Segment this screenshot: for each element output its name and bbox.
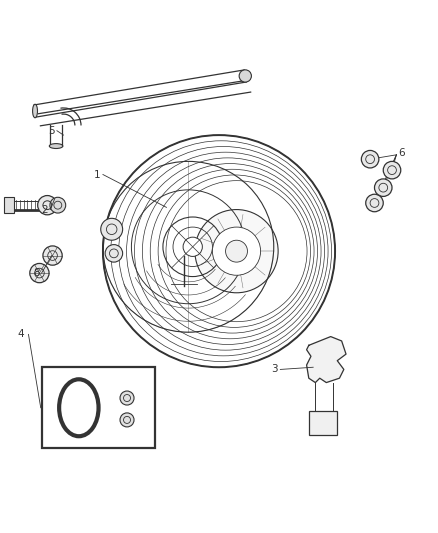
- Text: 8: 8: [33, 268, 39, 278]
- Circle shape: [226, 240, 247, 262]
- Text: 6: 6: [399, 148, 405, 158]
- Circle shape: [30, 263, 49, 282]
- Circle shape: [383, 161, 401, 179]
- Circle shape: [120, 391, 134, 405]
- Circle shape: [101, 219, 123, 240]
- Ellipse shape: [32, 104, 38, 118]
- Circle shape: [43, 246, 62, 265]
- Circle shape: [38, 196, 57, 215]
- Bar: [4, 197, 14, 213]
- Text: 4: 4: [18, 329, 24, 340]
- Text: 3: 3: [272, 365, 278, 374]
- Text: 2: 2: [42, 205, 48, 215]
- Circle shape: [120, 413, 134, 427]
- Bar: [42, 367, 155, 448]
- Circle shape: [212, 227, 261, 275]
- Circle shape: [366, 194, 383, 212]
- Polygon shape: [307, 336, 346, 383]
- Circle shape: [195, 209, 278, 293]
- Bar: [309, 411, 337, 435]
- Circle shape: [361, 150, 379, 168]
- Circle shape: [105, 245, 123, 262]
- Ellipse shape: [49, 143, 63, 149]
- Circle shape: [50, 197, 66, 213]
- Text: 5: 5: [48, 126, 55, 136]
- Circle shape: [183, 237, 202, 256]
- Circle shape: [239, 70, 251, 82]
- Text: 1: 1: [94, 169, 101, 180]
- Circle shape: [374, 179, 392, 197]
